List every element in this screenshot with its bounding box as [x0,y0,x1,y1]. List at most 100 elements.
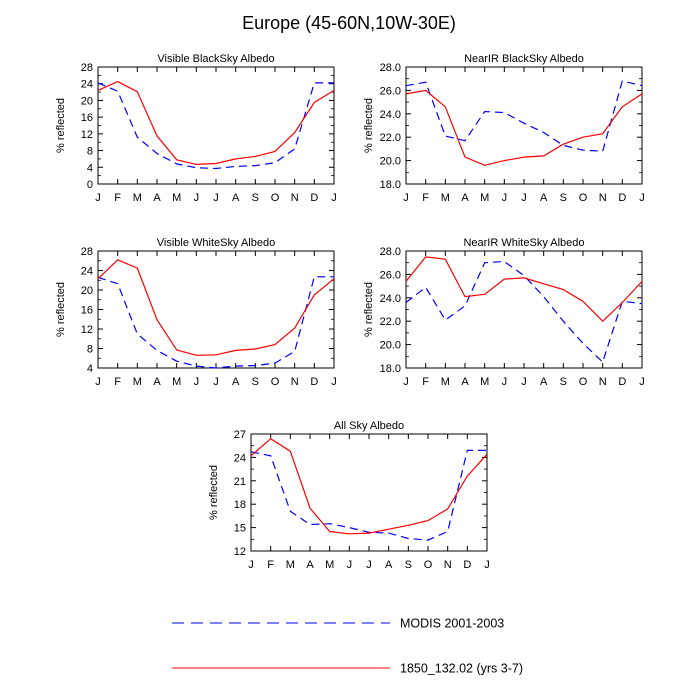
x-tick-label: D [618,192,626,204]
x-tick-label: N [599,192,607,204]
x-tick-label: J [403,376,409,388]
y-tick-label: 26.0 [380,269,401,281]
x-tick-label: O [424,559,433,571]
x-tick-label: O [579,192,588,204]
y-tick-label: 26.0 [380,85,401,97]
x-tick-label: J [194,192,200,204]
y-tick-label: 27 [234,429,246,441]
panel-title: NearIR WhiteSky Albedo [463,237,584,249]
series-line-model [405,256,643,323]
x-tick-label: A [232,376,240,388]
y-tick-label: 16 [81,305,93,317]
x-tick-label: J [213,192,219,204]
x-tick-label: J [95,376,101,388]
x-tick-label: M [480,376,489,388]
x-tick-label: A [385,559,393,571]
x-tick-label: F [422,192,429,204]
x-tick-label: F [267,559,274,571]
x-tick-label: M [172,192,181,204]
x-tick-label: M [133,192,142,204]
y-tick-label: 8 [87,344,93,356]
x-tick-label: J [502,376,508,388]
y-tick-label: 24 [81,266,93,278]
x-tick-label: F [114,192,121,204]
x-tick-label: J [194,376,200,388]
panel-title: Visible BlackSky Albedo [157,53,274,65]
x-tick-label: O [579,376,588,388]
panel-title: All Sky Albedo [334,420,404,432]
y-axis-label: % reflected [55,98,67,153]
y-axis-label: % reflected [55,282,67,337]
x-tick-label: J [331,376,337,388]
x-tick-label: F [114,376,121,388]
x-tick-label: N [444,559,452,571]
series-line-model [405,89,643,166]
y-tick-label: 28.0 [380,246,401,258]
x-tick-label: S [560,192,567,204]
y-tick-label: 21 [234,476,246,488]
x-tick-label: F [422,376,429,388]
x-tick-label: A [153,376,161,388]
legend-label-modis: MODIS 2001-2003 [400,617,504,631]
x-tick-label: J [521,376,527,388]
y-tick-label: 28 [81,62,93,74]
x-tick-label: A [232,192,240,204]
x-tick-label: J [248,559,254,571]
y-axis-label: % reflected [208,465,220,520]
y-tick-label: 4 [87,363,93,375]
x-tick-label: D [310,376,318,388]
x-tick-label: M [441,376,450,388]
x-tick-label: S [252,376,259,388]
y-tick-label: 24 [234,452,246,464]
x-tick-label: J [331,192,337,204]
figure-title: Europe (45-60N,10W-30E) [242,13,456,33]
x-tick-label: J [502,192,508,204]
x-tick-label: M [133,376,142,388]
y-tick-label: 22.0 [380,316,401,328]
x-tick-label: J [95,192,101,204]
series-line-modis [97,82,334,170]
x-tick-label: M [286,559,295,571]
panel-title: NearIR BlackSky Albedo [464,53,584,65]
x-tick-label: J [213,376,219,388]
x-tick-label: J [347,559,353,571]
plot-frame [405,250,643,369]
x-tick-label: A [461,376,469,388]
series-line-modis [405,80,643,152]
legend: MODIS 2001-2003 1850_132.02 (yrs 3-7) [172,617,523,676]
x-tick-label: S [405,559,412,571]
y-axis-label: % reflected [363,98,375,153]
x-tick-label: J [484,559,490,571]
y-tick-label: 12 [81,129,93,141]
legend-label-model: 1850_132.02 (yrs 3-7) [400,662,523,676]
y-tick-label: 20 [81,95,93,107]
y-tick-label: 8 [87,146,93,158]
y-tick-label: 16 [81,112,93,124]
y-tick-label: 28.0 [380,62,401,74]
series-line-modis [250,449,487,541]
y-tick-label: 18 [234,499,246,511]
x-tick-label: D [618,376,626,388]
y-tick-label: 4 [87,162,93,174]
x-tick-label: D [310,192,318,204]
x-tick-label: A [461,192,469,204]
x-tick-label: S [560,376,567,388]
x-tick-label: O [271,192,280,204]
x-tick-label: M [480,192,489,204]
panel-title: Visible WhiteSky Albedo [157,237,275,249]
x-tick-label: J [403,192,409,204]
x-tick-label: A [306,559,314,571]
x-tick-label: D [463,559,471,571]
x-tick-label: M [172,376,181,388]
x-tick-label: J [521,192,527,204]
x-tick-label: N [291,192,299,204]
x-tick-label: O [271,376,280,388]
y-tick-label: 24.0 [380,293,401,305]
plot-frame [97,66,335,185]
x-tick-label: A [540,192,548,204]
y-tick-label: 20 [81,285,93,297]
x-tick-label: M [441,192,450,204]
